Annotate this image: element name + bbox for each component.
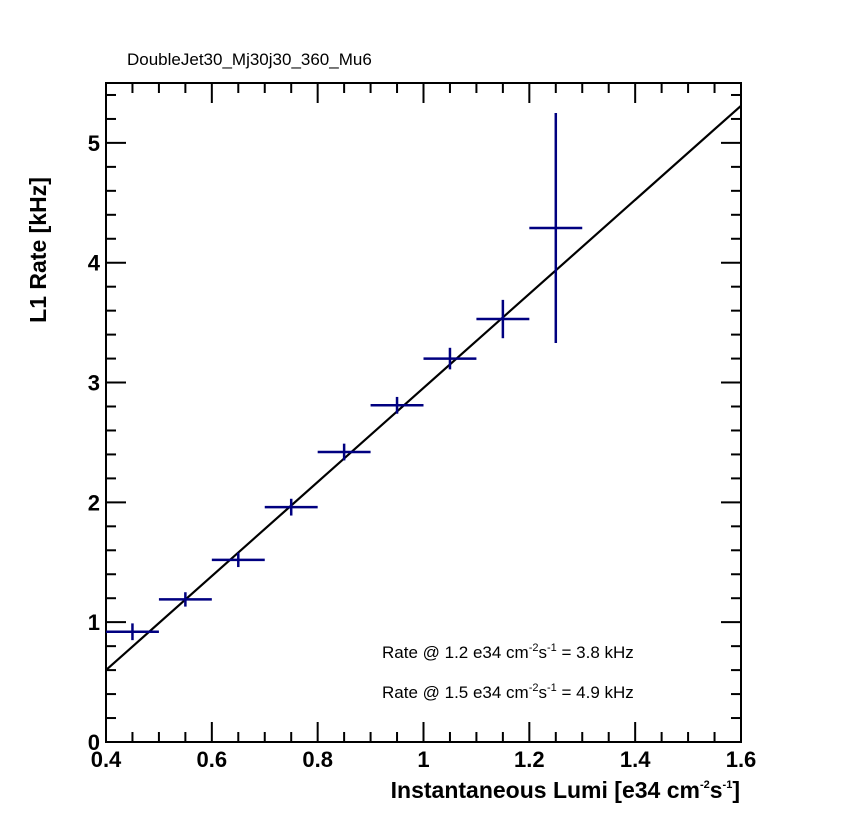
data-point [529, 112, 583, 344]
data-point [211, 552, 265, 568]
fit-line [105, 104, 742, 671]
y-tick-label: 3 [88, 371, 100, 396]
x-axis-title: Instantaneous Lumi [e34 cm-2s-1] [391, 777, 740, 803]
annotation-rate-1p2: Rate @ 1.2 e34 cm-2s-1 = 3.8 kHz [382, 642, 634, 662]
data-point [423, 347, 477, 370]
x-tick-label: 0.8 [302, 747, 333, 772]
data-points [106, 112, 583, 641]
data-point [317, 443, 371, 461]
y-tick-label: 0 [88, 730, 100, 755]
data-point [158, 592, 212, 607]
x-tick-label: 1 [417, 747, 429, 772]
x-tick-labels: 0.4 0.6 0.8 1 1.2 1.4 1.6 [91, 747, 757, 772]
x-tick-label: 1.6 [726, 747, 757, 772]
y-tick-label: 4 [88, 251, 101, 276]
data-point [370, 396, 424, 414]
y-tick-label: 5 [88, 131, 100, 156]
x-tick-label: 1.2 [514, 747, 545, 772]
annotation-rate-1p5: Rate @ 1.5 e34 cm-2s-1 = 4.9 kHz [382, 682, 634, 702]
y-axis-title: L1 Rate [kHz] [25, 177, 51, 323]
x-tick-label: 0.4 [91, 747, 122, 772]
y-tick-label: 1 [88, 610, 100, 635]
y-tick-labels: 0 1 2 3 4 5 [88, 131, 101, 755]
data-point [106, 623, 159, 641]
data-point [476, 299, 530, 339]
x-tick-label: 1.4 [620, 747, 651, 772]
x-tick-label: 0.6 [197, 747, 228, 772]
y-tick-label: 2 [88, 490, 100, 515]
chart-title: DoubleJet30_Mj30j30_360_Mu6 [127, 50, 372, 69]
axis-ticks [105, 83, 742, 743]
data-point [264, 498, 318, 516]
